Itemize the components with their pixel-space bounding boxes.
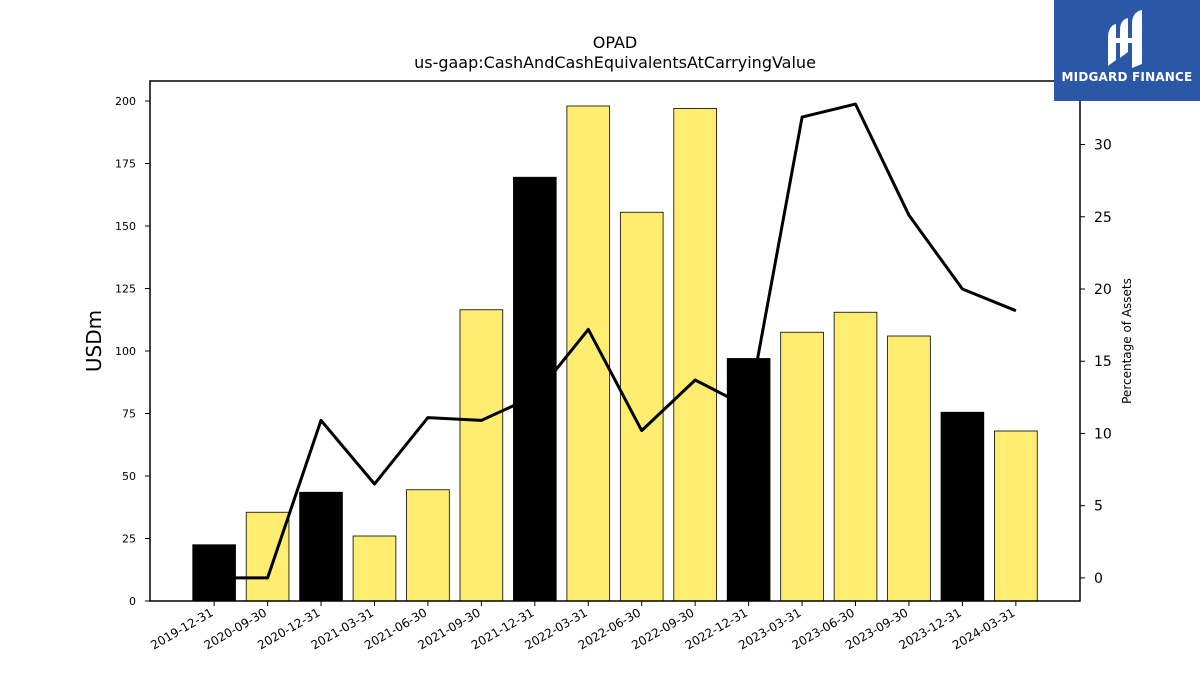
left-axis: 0 25 50 75 100 125 150 175 200: [115, 95, 150, 608]
left-tick-label: 150: [115, 220, 136, 233]
bar-2020-09-30: [245, 511, 290, 602]
logo-text: MIDGARD FINANCE: [1061, 70, 1193, 84]
right-tick-label: 5: [1094, 499, 1103, 515]
bar-2022-06-30: [619, 211, 664, 602]
left-tick-label: 125: [115, 283, 136, 296]
bar-2020-12-31: [299, 491, 343, 602]
percentage-line: [214, 102, 1017, 580]
midgard-logo: MIDGARD FINANCE: [1054, 0, 1200, 101]
bar-2024-03-31: [994, 430, 1038, 602]
bar-2022-03-31: [566, 105, 611, 602]
plot-frame: [149, 80, 1081, 602]
right-tick-label: 15: [1094, 354, 1112, 370]
bar-2023-06-30: [833, 311, 878, 602]
bar-2021-09-30: [459, 309, 504, 602]
midgard-logo-icon: [1108, 10, 1142, 68]
left-tick-label: 50: [122, 470, 136, 483]
bar-2023-12-31: [940, 411, 985, 602]
left-tick-label: 175: [115, 158, 136, 171]
left-tick-label: 100: [115, 345, 136, 358]
chart-subtitle: us-gaap:CashAndCashEquivalentsAtCarrying…: [414, 53, 816, 72]
right-tick-label: 30: [1094, 138, 1112, 154]
bars: [192, 105, 1038, 602]
bar-2021-03-31: [352, 535, 397, 602]
chart-title: OPAD: [593, 33, 637, 52]
left-tick-label: 75: [122, 408, 136, 421]
right-tick-label: 20: [1094, 282, 1112, 298]
left-tick-label: 200: [115, 95, 136, 108]
bar-2022-12-31: [726, 358, 771, 602]
y2-axis-label: Percentage of Assets: [1120, 278, 1134, 404]
bar-2021-06-30: [406, 489, 450, 602]
right-axis: 0 5 10 15 20 25 30: [1080, 138, 1112, 587]
right-tick-label: 0: [1094, 571, 1103, 587]
right-tick-label: 10: [1094, 426, 1112, 442]
bar-2023-03-31: [780, 331, 824, 602]
bar-2023-09-30: [887, 335, 931, 602]
bar-2019-12-31: [192, 544, 236, 602]
x-axis: 2019-12-312020-09-302020-12-312021-03-31…: [148, 601, 1017, 652]
right-tick-label: 25: [1094, 210, 1112, 226]
left-tick-label: 25: [122, 533, 136, 546]
y-axis-label: USDm: [82, 310, 106, 372]
bar-2022-09-30: [673, 108, 717, 602]
bar-2021-12-31: [513, 176, 557, 602]
left-tick-label: 0: [129, 595, 136, 608]
